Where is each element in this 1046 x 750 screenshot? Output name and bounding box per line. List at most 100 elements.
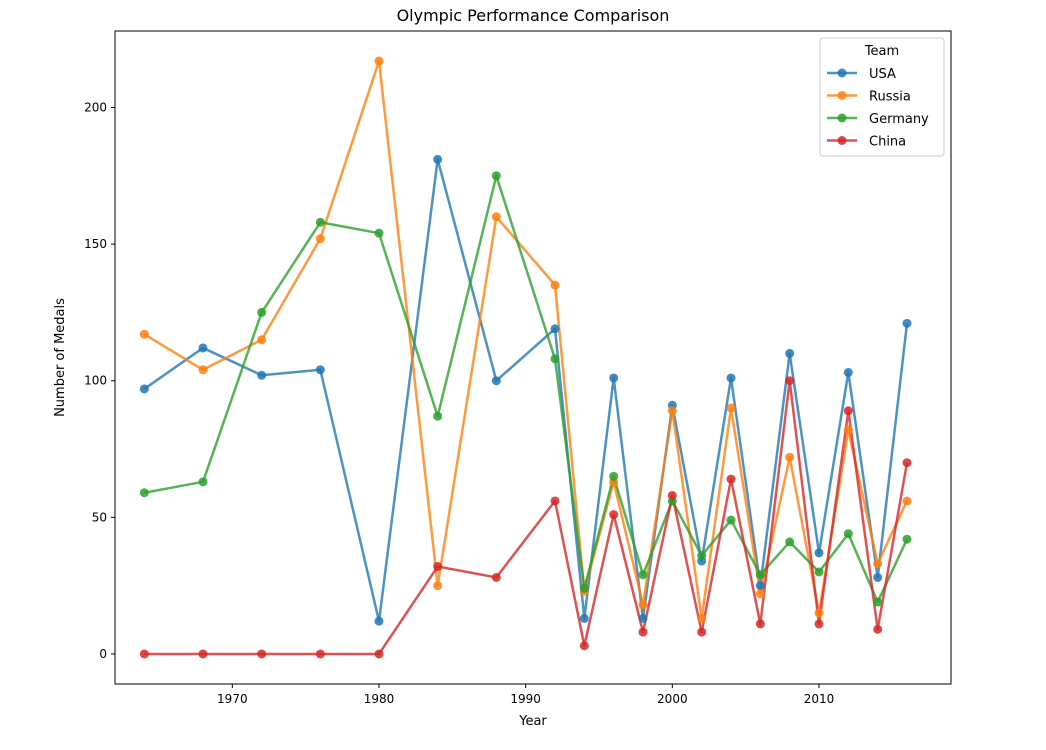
data-point-russia — [198, 365, 208, 375]
legend-box — [819, 37, 945, 157]
data-point-germany — [609, 471, 619, 481]
data-point-china — [609, 510, 619, 520]
data-point-china — [814, 619, 824, 629]
data-point-china — [785, 376, 795, 386]
data-point-usa — [785, 348, 795, 358]
data-point-russia — [843, 425, 853, 435]
data-point-russia — [814, 608, 824, 618]
y-tick-label: 100 — [84, 374, 107, 388]
data-point-russia — [550, 280, 560, 290]
data-point-russia — [755, 589, 765, 599]
data-point-germany — [873, 597, 883, 607]
legend-label-russia: Russia — [869, 90, 911, 105]
data-point-usa — [843, 368, 853, 378]
data-point-germany — [843, 529, 853, 539]
data-point-china — [579, 641, 589, 651]
legend-label-germany: Germany — [869, 112, 929, 127]
data-point-china — [873, 624, 883, 634]
data-point-russia — [873, 559, 883, 569]
data-point-germany — [198, 477, 208, 487]
data-point-usa — [433, 154, 443, 164]
y-tick-label: 0 — [99, 647, 107, 661]
data-point-china — [433, 562, 443, 572]
data-point-china — [638, 627, 648, 637]
data-point-germany — [814, 567, 824, 577]
data-point-russia — [257, 335, 267, 345]
data-point-china — [667, 490, 677, 500]
data-point-usa — [139, 384, 149, 394]
data-point-china — [198, 649, 208, 659]
data-point-germany — [491, 171, 501, 181]
legend-marker-usa — [837, 68, 847, 78]
data-point-germany — [579, 583, 589, 593]
data-point-russia — [638, 600, 648, 610]
data-point-usa — [755, 581, 765, 591]
x-tick-label: 2010 — [804, 692, 835, 706]
legend-title: Team — [864, 44, 899, 59]
data-point-china — [843, 406, 853, 416]
data-point-germany — [315, 217, 325, 227]
x-tick-label: 2000 — [657, 692, 688, 706]
data-point-china — [315, 649, 325, 659]
data-point-usa — [257, 370, 267, 380]
data-point-usa — [374, 616, 384, 626]
x-tick-label: 1980 — [364, 692, 395, 706]
legend-marker-china — [837, 136, 847, 145]
data-point-china — [755, 619, 765, 629]
data-point-germany — [726, 515, 736, 525]
data-point-russia — [491, 212, 501, 222]
data-point-germany — [139, 488, 149, 498]
legend-label-china: China — [869, 135, 906, 150]
data-point-russia — [902, 496, 912, 506]
data-point-china — [491, 572, 501, 582]
series-line-germany — [144, 174, 909, 604]
data-point-usa — [550, 324, 560, 334]
series-line-china — [144, 379, 909, 656]
data-point-usa — [198, 343, 208, 353]
series-line-usa — [143, 158, 909, 623]
y-tick-label: 200 — [84, 101, 107, 115]
data-point-china — [257, 649, 267, 659]
data-point-russia — [374, 56, 384, 66]
legend: Team USA Russia Germany China — [819, 37, 945, 157]
y-tick-label: 150 — [84, 237, 107, 251]
legend-marker-germany — [837, 113, 847, 123]
data-point-usa — [579, 613, 589, 623]
data-point-germany — [257, 307, 267, 317]
y-tick-label: 50 — [92, 510, 107, 524]
data-point-russia — [433, 581, 443, 591]
legend-marker-russia — [837, 91, 847, 100]
data-point-china — [697, 627, 707, 637]
data-point-usa — [491, 376, 501, 386]
y-axis-ticks: 0 50 100 150 200 — [84, 101, 115, 661]
data-point-china — [726, 474, 736, 484]
data-point-russia — [667, 406, 677, 416]
y-axis-label: Number of Medals — [53, 298, 68, 417]
data-point-russia — [315, 234, 325, 244]
data-point-russia — [785, 452, 795, 462]
data-point-germany — [550, 354, 560, 364]
data-point-germany — [374, 228, 384, 238]
data-point-usa — [609, 373, 619, 383]
data-point-usa — [726, 373, 736, 383]
data-point-usa — [873, 572, 883, 582]
x-axis-label: Year — [518, 714, 547, 729]
data-point-china — [139, 649, 149, 659]
data-point-germany — [755, 570, 765, 580]
legend-label-usa: USA — [869, 67, 896, 82]
data-point-usa — [902, 318, 912, 328]
plot-lines — [143, 59, 909, 656]
x-tick-label: 1990 — [510, 692, 541, 706]
data-point-usa — [315, 365, 325, 375]
data-point-usa — [638, 613, 648, 623]
x-tick-label: 1970 — [217, 692, 248, 706]
plot-frame — [114, 30, 952, 685]
data-point-usa — [814, 548, 824, 558]
data-point-russia — [726, 403, 736, 413]
chart-title: Olympic Performance Comparison — [397, 6, 670, 25]
data-point-germany — [697, 551, 707, 561]
data-point-russia — [139, 329, 149, 339]
data-point-germany — [785, 537, 795, 547]
